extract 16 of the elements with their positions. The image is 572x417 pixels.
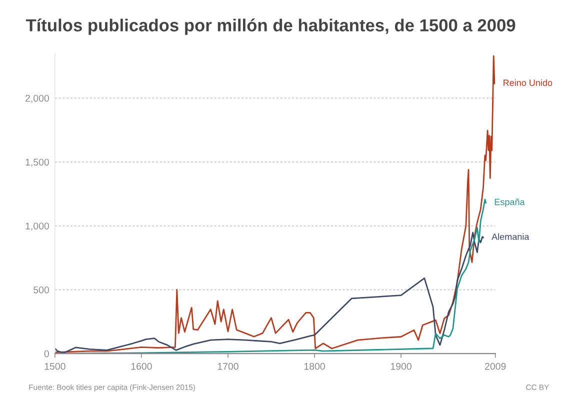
y-tick-label: 0 (44, 350, 49, 358)
x-tick-label: 2009 (485, 362, 506, 370)
x-tick-label: 1800 (304, 362, 325, 370)
x-tick-label: 1900 (390, 362, 412, 370)
x-tick-label: 1700 (218, 362, 238, 370)
y-tick-label: 1,000 (26, 222, 49, 231)
series-label: Alemania (492, 233, 530, 240)
line-series (54, 232, 484, 354)
x-tick-label: 1600 (131, 362, 152, 370)
series-label: España (494, 198, 525, 207)
y-tick-label: 2,000 (26, 94, 49, 103)
y-tick-label: 1,500 (26, 158, 49, 167)
series-label: Reino Unido (504, 79, 552, 86)
x-tick-label: 1500 (44, 362, 66, 370)
chart-title: Títulos publicados por millón de habitantes, de 1500 a 2009 (26, 18, 516, 35)
y-tick-label: 500 (34, 286, 49, 294)
